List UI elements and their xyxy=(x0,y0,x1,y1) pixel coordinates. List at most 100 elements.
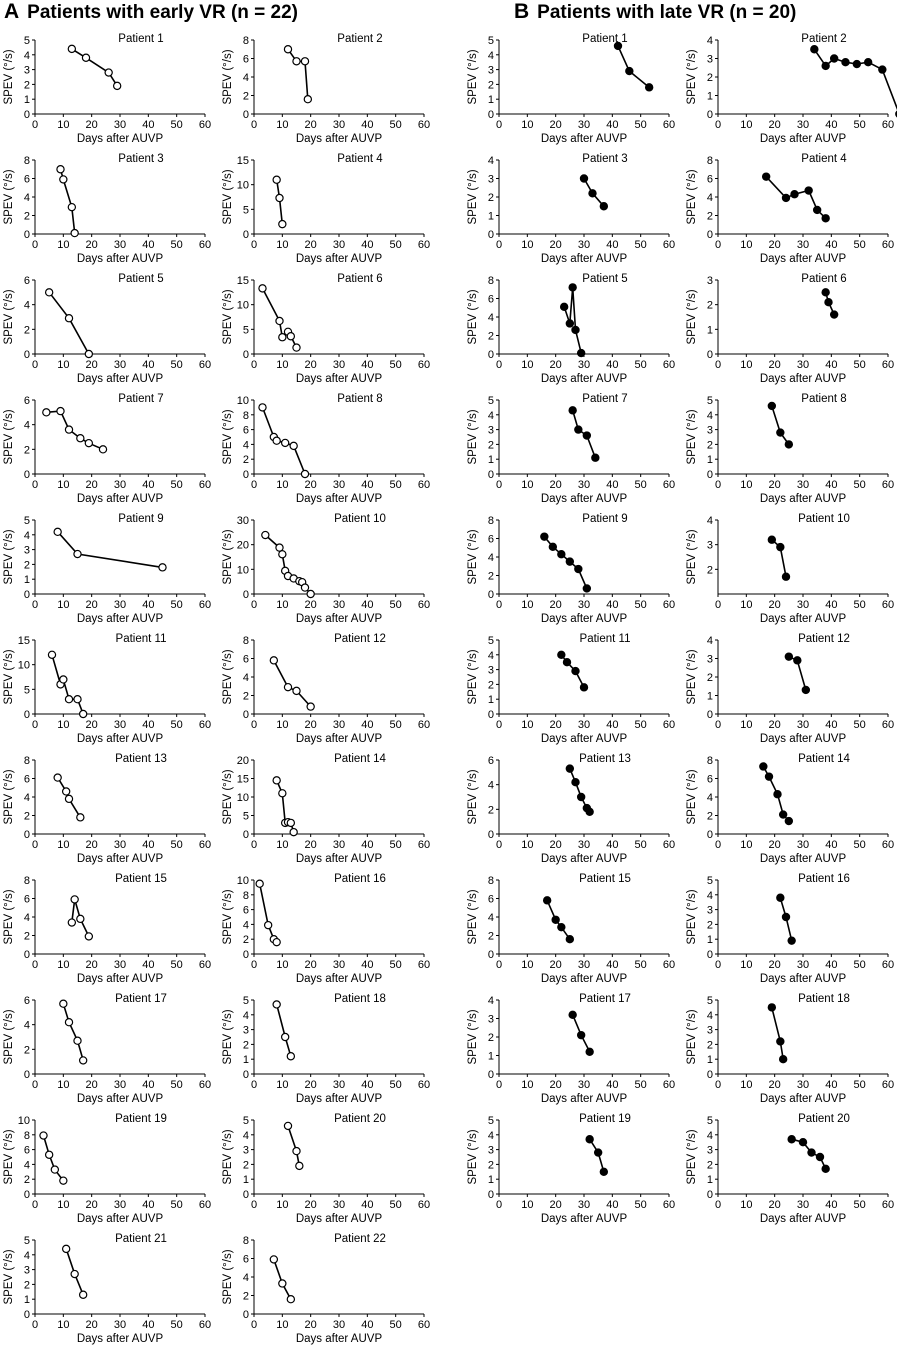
panel-b-patient-9-x-tick-label: 60 xyxy=(663,599,675,611)
panel-a-patient-18-y-tick-label: 3 xyxy=(243,1025,249,1037)
panel-a-patient-18-y-tick-label: 1 xyxy=(243,1054,249,1066)
panel-a-patient-5-x-tick-label: 20 xyxy=(86,359,98,371)
panel-b-patient-12-x-tick-label: 20 xyxy=(769,719,781,731)
panel-a-patient-14-point xyxy=(278,789,287,798)
panel-a-patient-17-x-tick-label: 50 xyxy=(171,1079,183,1091)
panel-b-patient-17-y-tick-label: 4 xyxy=(488,995,494,1007)
panel-a-patient-11-x-tick-label: 50 xyxy=(171,719,183,731)
panel-b-patient-9-point xyxy=(565,557,575,566)
panel-a-patient-22-y-tick-label: 8 xyxy=(243,1235,249,1247)
panel-b-patient-1-x-tick-label: 0 xyxy=(496,119,502,131)
panel-a-patient-9-y-tick-label: 3 xyxy=(24,545,30,557)
panel-b-patient-18-y-tick-label: 5 xyxy=(707,995,713,1007)
panel-a-patient-9-x-tick-label: 10 xyxy=(57,599,69,611)
panel-a-patient-14-x-tick-label: 10 xyxy=(276,839,288,851)
panel-b-patient-14-x-tick-label: 40 xyxy=(825,839,837,851)
panel-a-patient-13-title: Patient 13 xyxy=(115,753,167,765)
panel-b-patient-14-y-tick-label: 2 xyxy=(707,811,713,823)
panel-b-patient-18-point xyxy=(767,1003,777,1012)
panel-b-patient-3-x-tick-label: 60 xyxy=(663,239,675,251)
panel-a-patient-16-x-tick-label: 40 xyxy=(361,959,373,971)
panel-a-patient-9-x-tick-label: 50 xyxy=(171,599,183,611)
panel-b-patient-6-x-tick-label: 0 xyxy=(715,359,721,371)
panel-b-patient-18-series-line xyxy=(771,1007,784,1060)
panel-a-patient-1-y-tick-label: 2 xyxy=(24,79,30,91)
panel-b-patient-18-point xyxy=(776,1037,785,1046)
panel-b-patient-1-y-tick-label: 4 xyxy=(488,50,494,62)
panel-a-patient-7-x-tick-label: 50 xyxy=(171,479,183,491)
panel-a-patient-4-x-tick-label: 40 xyxy=(361,239,373,251)
panel-b-patient-16-x-tick-label: 20 xyxy=(769,959,781,971)
panel-a-patient-6-x-tick-label: 20 xyxy=(305,359,317,371)
panel-b-patient-14-point xyxy=(773,790,782,799)
panel-a-patient-17-y-tick-label: 6 xyxy=(24,995,30,1007)
panel-b-patient-1-y-tick-label: 2 xyxy=(488,79,494,91)
panel-a-patient-4-y-axis-title: SPEV (°/s) xyxy=(222,169,234,224)
panel-a-patient-5-x-tick-label: 0 xyxy=(32,359,38,371)
panel-b-patient-9-title: Patient 9 xyxy=(582,513,627,525)
panel-a-patient-3-point xyxy=(56,165,65,174)
panel-b-patient-7-point xyxy=(582,431,592,440)
panel-a-patient-4-point xyxy=(275,193,284,203)
panel-b-patient-12-x-tick-label: 30 xyxy=(797,719,809,731)
panel-a-patient-7-y-tick-label: 2 xyxy=(24,444,30,456)
panel-b-patient-7-x-tick-label: 0 xyxy=(496,479,502,491)
panel-a-patient-20-series-line xyxy=(287,1125,301,1167)
panel-a-patient-5-y-tick-label: 4 xyxy=(24,300,30,312)
panel-a-patient-13-point xyxy=(76,813,85,822)
panel-a-patient-4-x-tick-label: 30 xyxy=(333,239,345,251)
panel-a-patient-21-y-axis-title: SPEV (°/s) xyxy=(3,1249,15,1304)
panel-b-patient-14-point xyxy=(764,772,774,781)
panel-b-patient-8-y-tick-label: 3 xyxy=(707,425,713,437)
panel-b-patient-17-y-tick-label: 2 xyxy=(488,1032,494,1044)
panel-a-patient-11-y-tick-label: 10 xyxy=(18,660,30,672)
panel-a-patient-21-x-tick-label: 30 xyxy=(114,1319,126,1331)
panel-a-patient-22-y-tick-label: 6 xyxy=(243,1254,249,1266)
panel-a-patient-11-x-axis-title: Days after AUVP xyxy=(77,733,164,745)
panel-b-patient-17-title: Patient 17 xyxy=(579,993,631,1005)
panel-b-patient-5-y-tick-label: 2 xyxy=(488,331,494,343)
panel-b-patient-1-x-tick-label: 20 xyxy=(550,119,562,131)
panel-a-patient-6-title: Patient 6 xyxy=(337,273,382,285)
panel-a-patient-22-x-tick-label: 10 xyxy=(276,1319,288,1331)
panel-a-patient-6-x-tick-label: 0 xyxy=(251,359,257,371)
panel-a-patient-8-chart: 0 10 20 30 40 50 60 0 2 4 6 8 10 Days after AUVP SPEV … xyxy=(222,393,430,505)
panel-b-patient-18-x-tick-label: 20 xyxy=(769,1079,781,1091)
panel-b-patient-8-y-axis-title: SPEV (°/s) xyxy=(686,409,698,464)
panel-b-patient-17-x-tick-label: 40 xyxy=(606,1079,618,1091)
panel-b-patient-18-y-tick-label: 2 xyxy=(707,1039,713,1051)
panel-a-patient-16-y-tick-label: 8 xyxy=(243,890,249,902)
panel-a-patient-20-y-axis-title: SPEV (°/s) xyxy=(222,1129,234,1184)
panel-b-patient-19-x-tick-label: 60 xyxy=(663,1199,675,1211)
panel-b-patient-16-x-tick-label: 60 xyxy=(882,959,894,971)
panel-a-patient-4-y-tick-label: 0 xyxy=(243,229,249,241)
panel-b-patient-9-x-tick-label: 20 xyxy=(550,599,562,611)
panel-a-patient-20-title: Patient 20 xyxy=(334,1113,386,1125)
panel-b-patient-4-x-tick-label: 40 xyxy=(825,239,837,251)
panel-a-patient-13-y-tick-label: 4 xyxy=(24,792,30,804)
panel-a-patient-19-y-tick-label: 0 xyxy=(24,1189,30,1201)
panel-b-patient-3-x-tick-label: 0 xyxy=(496,239,502,251)
panel-b-patient-20-x-tick-label: 60 xyxy=(882,1199,894,1211)
panel-b-patient-18-x-tick-label: 40 xyxy=(825,1079,837,1091)
panel-a-patient-6-point xyxy=(292,343,301,352)
panel-b-patient-1-point xyxy=(644,83,654,92)
panel-b-patient-8-x-tick-label: 60 xyxy=(882,479,894,491)
panel-a-patient-7-x-tick-label: 0 xyxy=(32,479,38,491)
panel-a-patient-3-y-tick-label: 8 xyxy=(24,155,30,167)
panel-b-patient-4-x-tick-label: 50 xyxy=(854,239,866,251)
panel-b-patient-1-point xyxy=(625,66,634,76)
panel-a-patient-8-y-tick-label: 8 xyxy=(243,410,249,422)
panel-a-patient-7-y-tick-label: 4 xyxy=(24,420,30,432)
panel-a-patient-2-x-tick-label: 30 xyxy=(333,119,345,131)
panel-b-patient-8-x-tick-label: 30 xyxy=(797,479,809,491)
panel-a-patient-4-x-tick-label: 60 xyxy=(418,239,430,251)
panel-b-patient-16-title: Patient 16 xyxy=(798,873,850,885)
panel-a-patient-1-x-tick-label: 30 xyxy=(114,119,126,131)
panel-b-patient-4-point xyxy=(781,193,791,203)
panel-b-patient-17-point xyxy=(568,1010,577,1020)
panel-a-patient-14-x-tick-label: 0 xyxy=(251,839,257,851)
panel-b-patient-11-y-tick-label: 5 xyxy=(488,635,494,647)
panel-b-patient-20-point xyxy=(815,1152,825,1162)
panel-b-patient-15-x-tick-label: 10 xyxy=(521,959,533,971)
